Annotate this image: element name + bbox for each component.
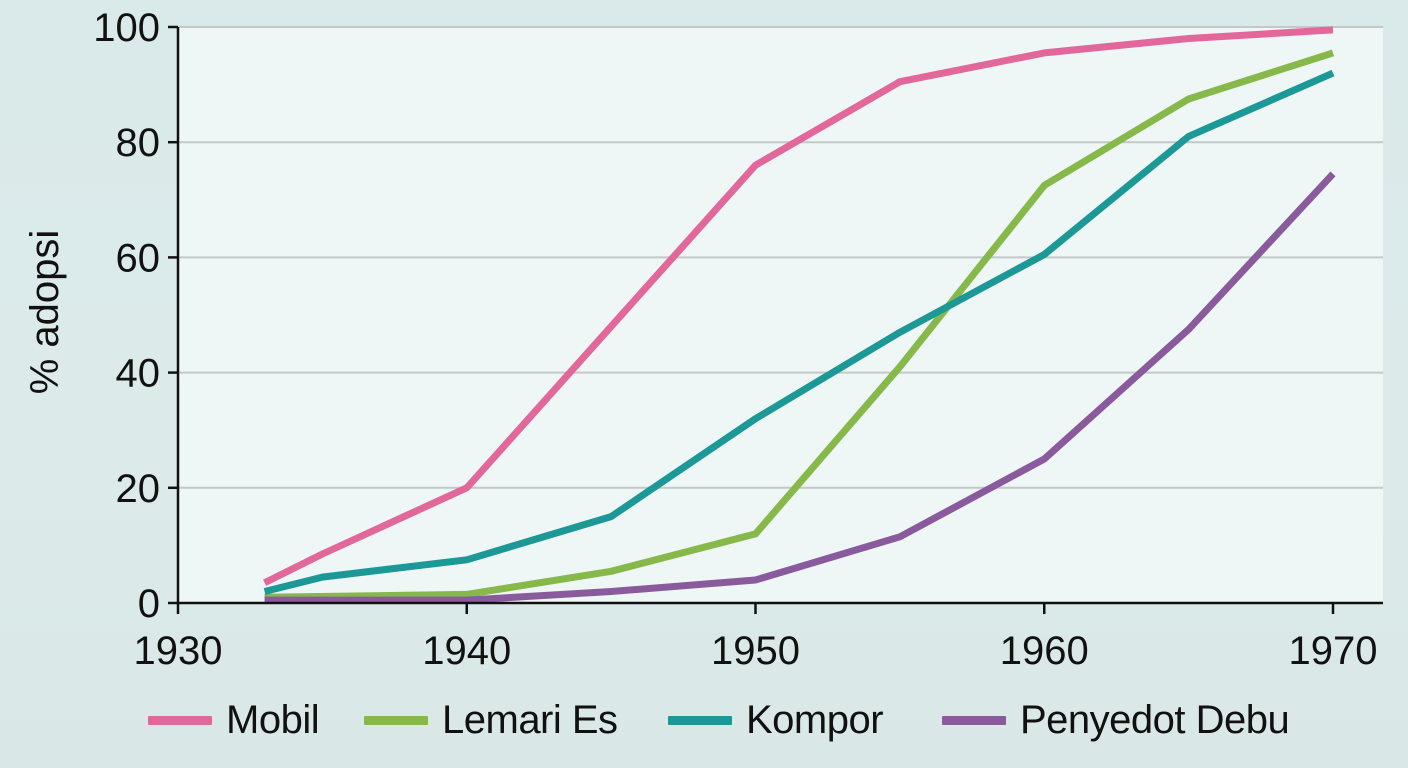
- axes: [176, 27, 1383, 605]
- x-axis-ticks: 1930 1940 1950 1960 1970: [134, 603, 1378, 673]
- gridlines: [178, 26, 1383, 489]
- series-line-mobil: [263, 26, 1334, 586]
- x-tick-label: 1970: [1289, 629, 1378, 673]
- legend-label: Mobil: [226, 698, 320, 742]
- legend: Mobil Lemari Es Kompor Penyedot Debu: [0, 690, 1408, 750]
- series-lines: [263, 26, 1336, 604]
- y-tick-label: 60: [116, 236, 161, 280]
- series-line-kompor: [263, 69, 1335, 595]
- legend-item-lemari-es: Lemari Es: [364, 698, 618, 743]
- x-tick-label: 1950: [711, 629, 800, 673]
- chart-canvas: 0 20 40 60 80 100 1930 1940 1950 1960 1970 % adop…: [23, 6, 1383, 673]
- x-tick-label: 1940: [422, 629, 511, 673]
- series-line-lemari-es: [264, 49, 1335, 601]
- legend-swatch-lemari-es: [364, 716, 428, 725]
- legend-swatch-kompor: [668, 716, 732, 725]
- x-tick-label: 1960: [1000, 629, 1089, 673]
- legend-item-penyedot-debu: Penyedot Debu: [942, 698, 1290, 743]
- x-tick-label: 1930: [134, 629, 223, 673]
- legend-label: Penyedot Debu: [1020, 698, 1290, 742]
- legend-item-kompor: Kompor: [668, 698, 884, 743]
- legend-swatch-mobil: [148, 716, 212, 725]
- y-axis-ticks: 0 20 40 60 80 100: [93, 6, 178, 626]
- y-tick-label: 0: [138, 582, 160, 626]
- legend-item-mobil: Mobil: [148, 698, 320, 743]
- y-tick-label: 20: [116, 467, 161, 511]
- y-axis-title: % adopsi: [23, 230, 67, 395]
- y-tick-label: 80: [116, 121, 161, 165]
- legend-swatch-penyedot-debu: [942, 716, 1006, 725]
- legend-label: Kompor: [746, 698, 884, 742]
- y-tick-label: 100: [93, 6, 160, 50]
- y-tick-label: 40: [116, 352, 161, 396]
- legend-label: Lemari Es: [442, 698, 618, 742]
- series-line-penyedot-debu: [264, 171, 1336, 604]
